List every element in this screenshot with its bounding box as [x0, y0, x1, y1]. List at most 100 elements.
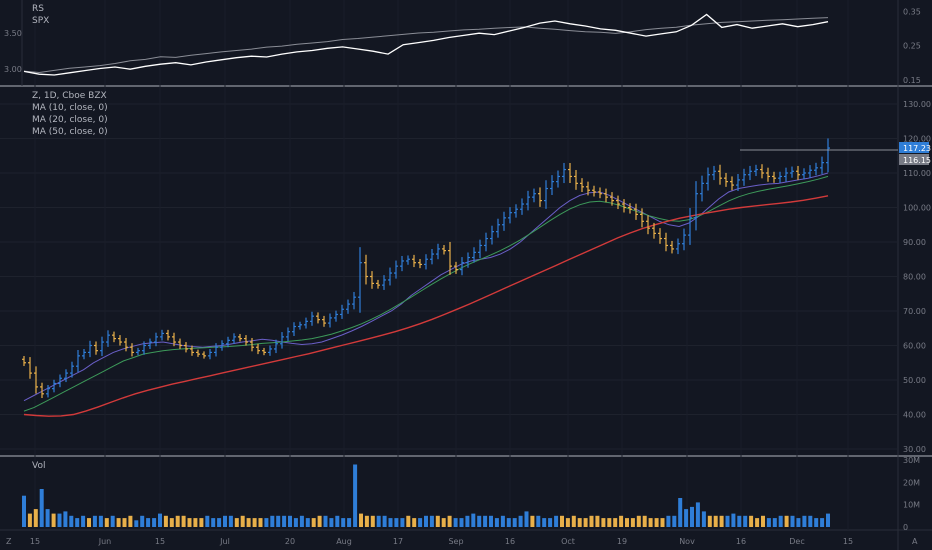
volume-bar — [376, 515, 381, 527]
volume-bar — [790, 515, 795, 527]
volume-bar — [75, 518, 80, 527]
volume-bar — [252, 518, 257, 527]
price-bar — [748, 165, 752, 181]
price-bar — [280, 332, 284, 349]
time-axis-tick: 19 — [617, 537, 627, 546]
volume-axis-tick: 0 — [903, 523, 908, 532]
price-bar — [586, 181, 590, 196]
price-bar — [166, 329, 170, 341]
price-bar — [550, 175, 554, 196]
volume-bar — [719, 515, 724, 527]
volume-bar — [412, 518, 417, 527]
volume-bar — [500, 515, 505, 527]
price-bar — [478, 239, 482, 259]
price-bar — [184, 342, 188, 353]
volume-bar — [536, 515, 541, 527]
volume-axis-tick: 10M — [903, 501, 920, 510]
rs-left-axis-tick: 3.50 — [4, 29, 22, 38]
volume-bar — [169, 518, 174, 527]
price-bar — [538, 187, 542, 207]
ma50-legend: MA (50, close, 0) — [32, 127, 108, 137]
axes: 130.00 120.00 110.00 100.00 90.00 80.00 70.00 6… — [4, 7, 931, 546]
volume-bar — [583, 518, 588, 527]
volume-bar — [701, 511, 706, 527]
price-bar — [712, 165, 716, 181]
price-axis-tick: 130.00 — [903, 100, 931, 109]
price-bar — [418, 258, 422, 269]
price-bar — [46, 384, 50, 398]
volume-bar — [92, 515, 97, 527]
volume-bar — [601, 518, 606, 527]
volume-bar — [477, 515, 482, 527]
price-bar — [790, 166, 794, 178]
volume-bar — [512, 518, 517, 527]
volume-bar — [87, 518, 91, 527]
price-bar — [670, 240, 674, 254]
price-bar — [412, 254, 416, 268]
volume-bar — [406, 515, 411, 527]
price-bar — [808, 165, 812, 179]
volume-bar — [193, 518, 198, 527]
rs-right-axis-tick: 0.15 — [903, 76, 921, 85]
price-bar — [646, 215, 650, 235]
volume-bar — [175, 515, 180, 527]
volume-bar — [128, 515, 133, 527]
rs-right-axis-tick: 0.35 — [903, 7, 921, 16]
price-bar — [274, 339, 278, 354]
price-bar — [562, 162, 566, 184]
volume-bar — [152, 518, 157, 527]
volume-bar — [341, 518, 346, 527]
price-bar — [754, 164, 758, 177]
corner-left-symbol[interactable]: Z — [6, 537, 12, 546]
time-axis-tick: Dec — [789, 537, 804, 546]
time-axis-tick: Sep — [448, 537, 463, 546]
price-bar — [826, 138, 830, 173]
volume-bar — [57, 513, 62, 527]
price-bar — [328, 313, 332, 328]
price-bar — [40, 382, 44, 398]
volume-bar — [264, 518, 269, 527]
rs-right-axis-tick: 0.25 — [903, 42, 921, 51]
price-axis-tick: 60.00 — [903, 342, 926, 351]
price-bar — [508, 207, 512, 224]
price-bar — [580, 178, 584, 192]
price-bar — [136, 347, 140, 356]
price-bar — [796, 165, 800, 181]
volume-bar — [246, 518, 251, 527]
price-bar — [568, 163, 572, 183]
corner-right-auto[interactable]: A — [912, 537, 918, 546]
price-bar — [520, 198, 524, 215]
price-bar — [454, 261, 458, 274]
rs-panel — [23, 13, 829, 76]
price-bar — [76, 350, 80, 373]
volume-bar — [761, 515, 765, 527]
price-bar — [304, 317, 308, 329]
volume-bar — [625, 518, 629, 527]
price-bar — [604, 188, 608, 203]
volume-bar — [228, 515, 233, 527]
price-bar — [70, 361, 74, 378]
price-bar — [766, 167, 770, 182]
volume-bar — [223, 515, 227, 527]
price-bar — [148, 338, 152, 350]
price-bar — [112, 331, 116, 343]
price-bar — [232, 333, 236, 344]
price-bar — [370, 271, 374, 289]
price-bar — [694, 181, 698, 231]
volume-bar — [140, 515, 145, 527]
price-bar — [154, 332, 158, 347]
volume-bar — [424, 515, 428, 527]
price-axis-tick: 100.00 — [903, 204, 931, 213]
price-bar — [466, 252, 470, 268]
ma10-legend: MA (10, close, 0) — [32, 103, 108, 113]
price-bar — [676, 238, 680, 255]
price-bar — [124, 337, 128, 352]
price-bar — [436, 243, 440, 260]
time-axis-tick: 15 — [843, 537, 853, 546]
price-bar — [142, 341, 146, 355]
price-bar — [574, 169, 578, 190]
volume-bar — [589, 515, 594, 527]
price-axis-tick: 90.00 — [903, 238, 926, 247]
price-bar — [352, 291, 356, 310]
